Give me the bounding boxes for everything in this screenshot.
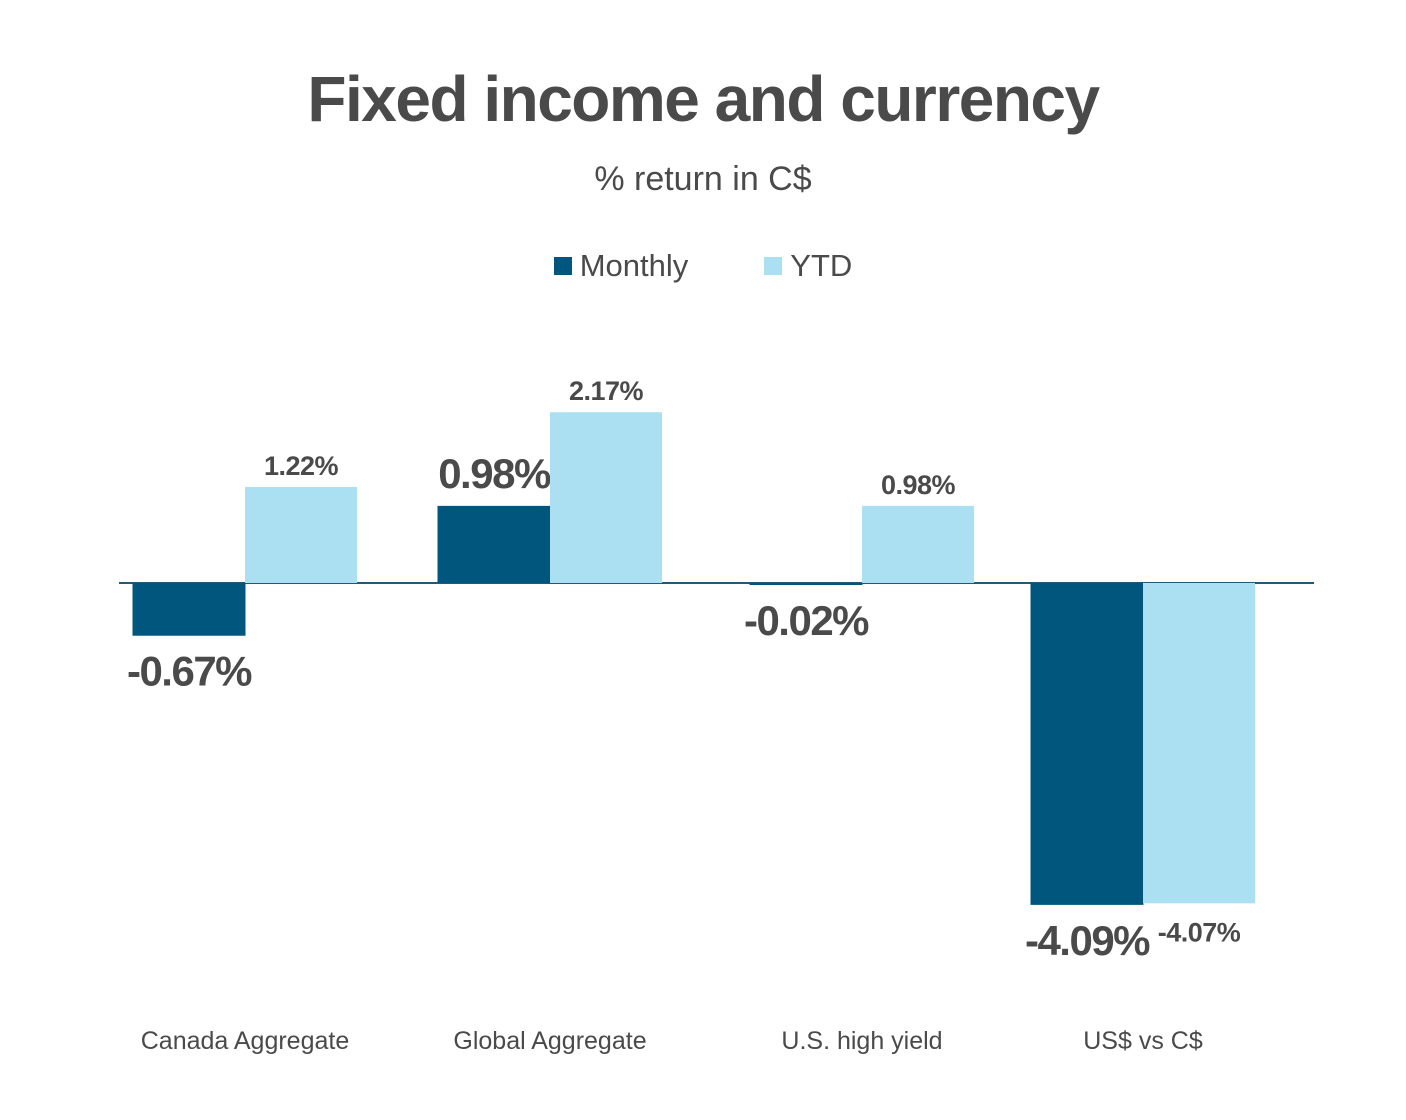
legend-item-monthly: Monthly bbox=[553, 248, 689, 284]
value-label-ytd-1: 2.17% bbox=[569, 376, 644, 406]
bar-monthly-3 bbox=[1030, 583, 1144, 905]
value-label-monthly-0: -0.67% bbox=[127, 648, 252, 695]
category-label-3: US$ vs C$ bbox=[1083, 1027, 1203, 1055]
bar-ytd-2 bbox=[862, 505, 974, 583]
category-label-0: Canada Aggregate bbox=[141, 1027, 350, 1055]
legend-label-ytd: YTD bbox=[790, 248, 853, 283]
legend-swatch-monthly bbox=[553, 257, 572, 275]
bar-monthly-2 bbox=[749, 583, 863, 585]
value-label-ytd-0: 1.22% bbox=[264, 451, 339, 481]
category-label-1: Global Aggregate bbox=[453, 1027, 646, 1055]
value-label-ytd-3: -4.07% bbox=[1158, 917, 1241, 947]
chart-title: Fixed income and currency bbox=[307, 63, 1100, 135]
legend-label-monthly: Monthly bbox=[579, 248, 689, 283]
legend-swatch-ytd bbox=[764, 257, 783, 275]
value-label-monthly-2: -0.02% bbox=[744, 597, 869, 644]
bar-monthly-1 bbox=[437, 505, 551, 583]
category-label-2: U.S. high yield bbox=[781, 1027, 942, 1055]
bar-monthly-0 bbox=[132, 583, 246, 636]
chart-subtitle: % return in C$ bbox=[594, 160, 812, 198]
legend-item-ytd: YTD bbox=[764, 248, 852, 284]
legend: Monthly YTD bbox=[0, 248, 1406, 284]
bar-ytd-3 bbox=[1143, 583, 1255, 904]
value-label-ytd-2: 0.98% bbox=[881, 470, 956, 500]
bar-ytd-0 bbox=[245, 486, 357, 583]
bar-ytd-1 bbox=[550, 412, 662, 583]
value-label-monthly-3: -4.09% bbox=[1025, 917, 1150, 964]
value-label-monthly-1: 0.98% bbox=[438, 450, 551, 497]
